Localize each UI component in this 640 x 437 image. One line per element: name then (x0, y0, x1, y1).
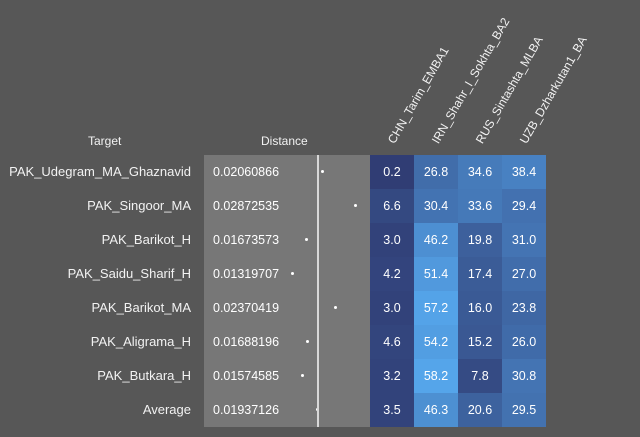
heatmap-cell: 46.2 (414, 223, 458, 257)
distance-dot (354, 204, 357, 207)
distance-dot (306, 340, 309, 343)
heatmap-cell: 23.8 (502, 291, 546, 325)
distance-dot (291, 272, 294, 275)
distance-value: 0.02872535 (213, 199, 280, 213)
source-header-irn-shahr: IRN_Shahr_I_Sokhta_BA2 (428, 15, 513, 146)
distance-cell: 0.01574585 (204, 359, 370, 393)
heatmap-cell: 26.8 (414, 155, 458, 189)
table-row: PAK_Singoor_MA 0.02872535 6.6 30.4 33.6 29.4 (0, 189, 640, 223)
heatmap-cell: 33.6 (458, 189, 502, 223)
target-label: PAK_Aligrama_H (90, 334, 191, 349)
distance-value: 0.01673573 (213, 233, 280, 247)
heatmap-cell: 27.0 (502, 257, 546, 291)
target-label: PAK_Saidu_Sharif_H (67, 266, 191, 281)
distance-cell: 0.02370419 (204, 291, 370, 325)
distance-value: 0.01688196 (213, 335, 280, 349)
heatmap-cell: 15.2 (458, 325, 502, 359)
table-row: PAK_Barikot_H 0.01673573 3.0 46.2 19.8 31.0 (0, 223, 640, 257)
distance-cell: 0.02872535 (204, 189, 370, 223)
heatmap-cell: 17.4 (458, 257, 502, 291)
heatmap-cell: 3.0 (370, 291, 414, 325)
target-label: PAK_Singoor_MA (87, 198, 191, 213)
distance-cell: 0.01673573 (204, 223, 370, 257)
table-row: PAK_Aligrama_H 0.01688196 4.6 54.2 15.2 26.0 (0, 325, 640, 359)
target-label: PAK_Udegram_MA_Ghaznavid (9, 164, 191, 179)
table-row: PAK_Butkara_H 0.01574585 3.2 58.2 7.8 30.8 (0, 359, 640, 393)
heatmap-cell: 0.2 (370, 155, 414, 189)
heatmap-cell: 38.4 (502, 155, 546, 189)
heatmap-cell: 57.2 (414, 291, 458, 325)
distance-value: 0.01319707 (213, 267, 280, 281)
heatmap-cell: 3.5 (370, 393, 414, 427)
table-row: Average 0.01937126 3.5 46.3 20.6 29.5 (0, 393, 640, 427)
target-label: PAK_Barikot_H (101, 232, 191, 247)
heatmap-cell: 46.3 (414, 393, 458, 427)
distance-cell: 0.01688196 (204, 325, 370, 359)
distance-dot (301, 374, 304, 377)
heatmap-cell: 26.0 (502, 325, 546, 359)
heatmap-cell: 29.5 (502, 393, 546, 427)
heatmap-cell: 19.8 (458, 223, 502, 257)
heatmap-cell: 6.6 (370, 189, 414, 223)
distance-dot (305, 238, 308, 241)
heatmap-cell: 30.4 (414, 189, 458, 223)
heatmap-cell: 54.2 (414, 325, 458, 359)
target-label: PAK_Butkara_H (97, 368, 191, 383)
target-label: PAK_Barikot_MA (91, 300, 191, 315)
heatmap-cell: 4.6 (370, 325, 414, 359)
distance-dot (334, 306, 337, 309)
heatmap-cell: 7.8 (458, 359, 502, 393)
heatmap-cell: 29.4 (502, 189, 546, 223)
heatmap-cell: 4.2 (370, 257, 414, 291)
distance-value: 0.01937126 (213, 403, 280, 417)
distance-value: 0.02060866 (213, 165, 280, 179)
distance-column-header: Distance (261, 134, 308, 148)
distance-cell: 0.01937126 (204, 393, 370, 427)
heatmap-cell: 31.0 (502, 223, 546, 257)
distance-value: 0.02370419 (213, 301, 280, 315)
table-row: PAK_Saidu_Sharif_H 0.01319707 4.2 51.4 17.4 2… (0, 257, 640, 291)
table-row: PAK_Udegram_MA_Ghaznavid 0.02060866 0.2 26.… (0, 155, 640, 189)
distance-dot (321, 170, 324, 173)
heatmap-cell: 30.8 (502, 359, 546, 393)
heatmap-cell: 51.4 (414, 257, 458, 291)
average-distance-line (317, 155, 319, 427)
heatmap-cell: 16.0 (458, 291, 502, 325)
results-table: PAK_Udegram_MA_Ghaznavid 0.02060866 0.2 26.… (0, 155, 640, 427)
heatmap-cell: 58.2 (414, 359, 458, 393)
heatmap-cell: 20.6 (458, 393, 502, 427)
distance-cell: 0.01319707 (204, 257, 370, 291)
distance-value: 0.01574585 (213, 369, 280, 383)
heatmap-cell: 3.0 (370, 223, 414, 257)
heatmap-cell: 34.6 (458, 155, 502, 189)
table-row: PAK_Barikot_MA 0.02370419 3.0 57.2 16.0 23.8 (0, 291, 640, 325)
target-column-header: Target (88, 134, 122, 148)
heatmap-cell: 3.2 (370, 359, 414, 393)
target-label: Average (142, 402, 191, 417)
distance-cell: 0.02060866 (204, 155, 370, 189)
